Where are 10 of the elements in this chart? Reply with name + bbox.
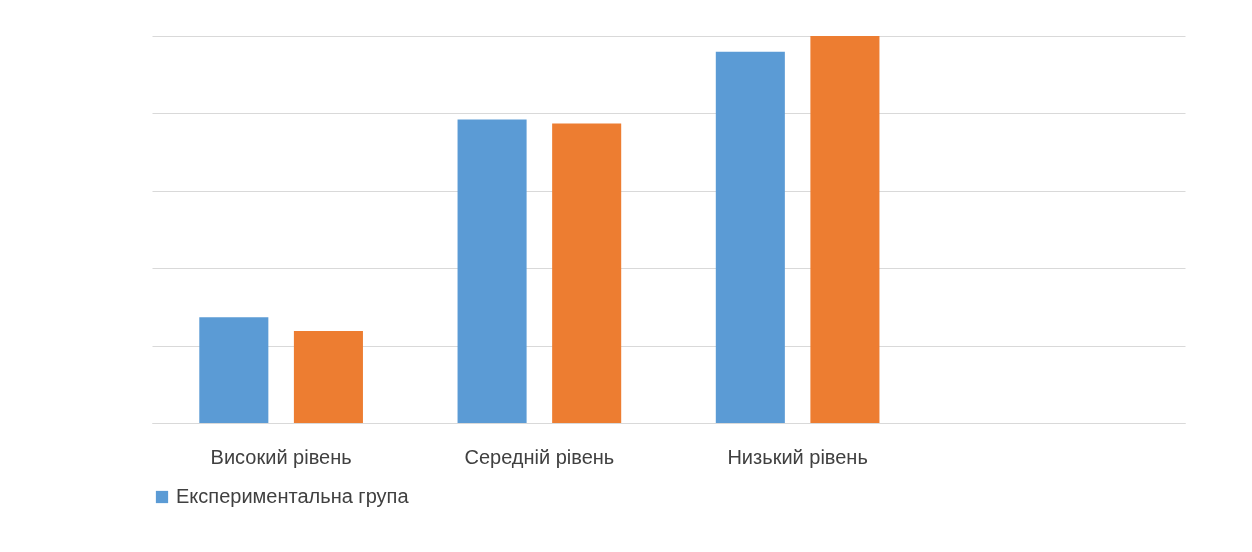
- x-tick-label: Низький рівень: [727, 445, 868, 468]
- bar: [552, 123, 622, 423]
- bar: [457, 119, 527, 423]
- bar: [810, 36, 880, 423]
- x-tick-label: Середній рівень: [464, 445, 615, 468]
- bar: [293, 330, 363, 423]
- x-tick-label: Високий рівень: [210, 445, 352, 468]
- legend-label: Експериментальна група: [176, 485, 410, 507]
- bar: [715, 51, 785, 423]
- bar: [199, 317, 269, 423]
